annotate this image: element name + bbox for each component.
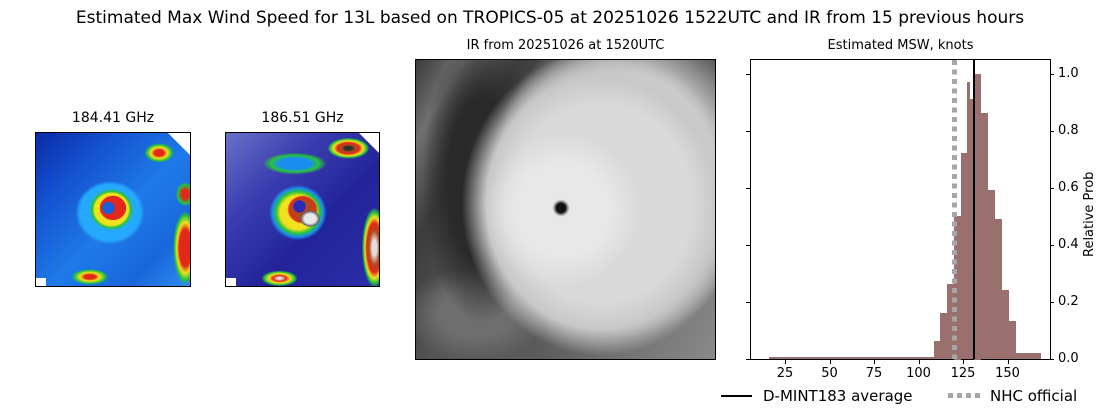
x-tick-label: 50 — [821, 366, 838, 381]
legend-dotted-line-icon — [948, 393, 984, 398]
y-axis-label: Relative Prob — [1082, 171, 1097, 257]
ir-title: IR from 20251026 at 1520UTC — [466, 38, 665, 53]
histogram-bar — [995, 218, 1003, 360]
missing-data-patch — [359, 133, 379, 153]
msw-histogram — [750, 59, 1051, 360]
y-tick — [1050, 301, 1054, 303]
y-tick — [1050, 130, 1054, 132]
x-tick — [874, 360, 875, 364]
y-tick-left — [746, 301, 750, 303]
figure-title: Estimated Max Wind Speed for 13L based o… — [75, 8, 1025, 28]
x-tick — [829, 360, 831, 364]
histogram-bar — [946, 284, 955, 360]
x-tick-label: 125 — [950, 366, 976, 381]
y-tick — [1050, 244, 1054, 246]
microwave-186-image — [225, 132, 380, 287]
y-tick-left — [746, 187, 750, 189]
x-tick — [1007, 360, 1009, 364]
histogram-bar — [987, 190, 996, 360]
histogram-bar — [980, 113, 988, 360]
histogram-bar — [1002, 290, 1010, 360]
dmint-average-line — [972, 60, 975, 359]
y-tick-left — [746, 73, 750, 75]
y-tick — [1050, 358, 1054, 360]
y-tick-label: 1.0 — [1058, 65, 1079, 81]
histogram-bar — [768, 357, 934, 360]
missing-data-patch — [226, 278, 236, 286]
histogram-bar — [961, 153, 967, 360]
y-tick-label: 0.2 — [1058, 293, 1079, 309]
y-tick-label: 0.0 — [1058, 350, 1079, 366]
histogram-bar — [966, 82, 971, 360]
y-tick-label: 0.6 — [1058, 179, 1079, 195]
y-tick-label: 0.4 — [1058, 236, 1079, 252]
x-tick — [785, 360, 786, 364]
legend-label-nhc: NHC official — [990, 387, 1078, 405]
mw2-title: 186.51 GHz — [261, 110, 344, 126]
x-tick — [918, 360, 920, 364]
histogram-bar — [954, 216, 962, 360]
legend-solid-line-icon — [721, 395, 752, 397]
microwave-184-image — [35, 132, 191, 287]
missing-data-patch — [36, 278, 46, 286]
x-tick-label: 75 — [865, 366, 883, 381]
x-tick-label: 150 — [995, 366, 1020, 381]
histogram-title: Estimated MSW, knots — [827, 38, 974, 53]
legend-label-average: D-MINT183 average — [763, 387, 913, 405]
histogram-bar — [970, 99, 974, 360]
histogram-bar — [933, 341, 940, 360]
missing-data-patch — [168, 133, 190, 155]
histogram-bar — [939, 312, 947, 360]
x-tick-label: 100 — [906, 366, 931, 381]
y-tick-label: 0.8 — [1058, 122, 1079, 138]
x-tick-label: 25 — [776, 366, 794, 381]
nhc-official-line — [951, 60, 957, 359]
y-tick-left — [746, 358, 750, 360]
y-tick — [1050, 187, 1054, 189]
y-tick — [1050, 73, 1054, 75]
mw1-title: 184.41 GHz — [71, 110, 155, 126]
x-tick — [963, 360, 964, 364]
histogram-bar — [1009, 321, 1017, 360]
y-tick-left — [746, 130, 750, 132]
histogram-bar — [973, 73, 981, 360]
histogram-bar — [1016, 352, 1042, 360]
y-tick-left — [746, 244, 750, 246]
infrared-satellite-image — [415, 59, 716, 360]
